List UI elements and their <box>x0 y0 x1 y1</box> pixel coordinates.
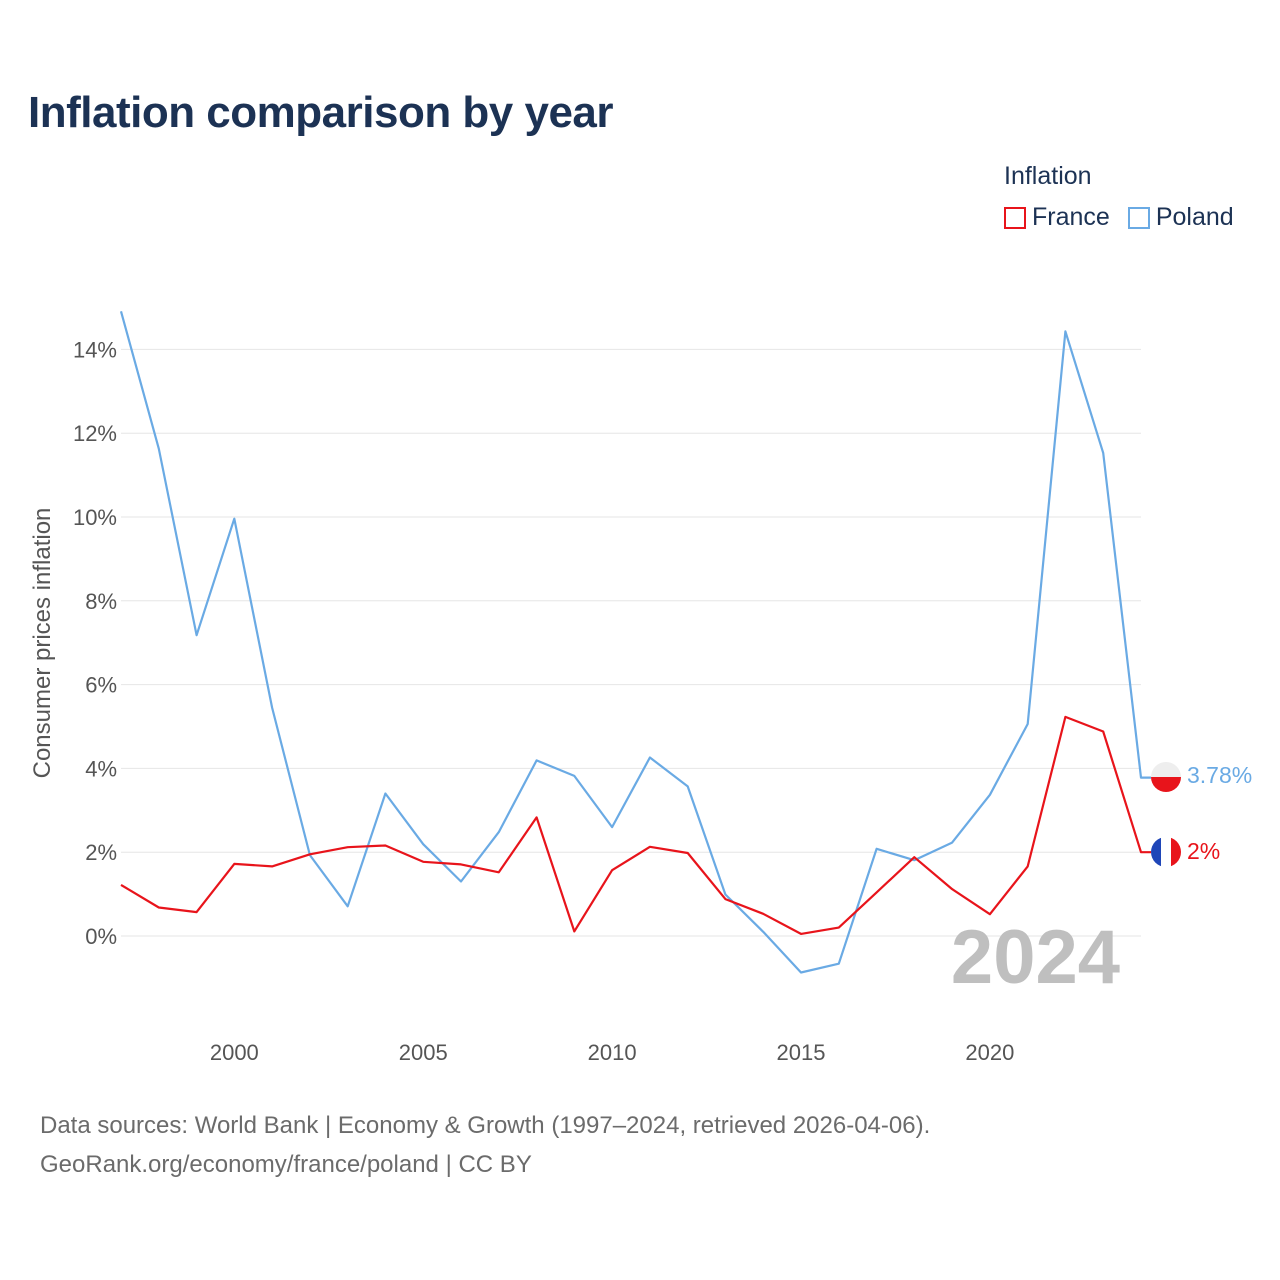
sources-line-2[interactable]: GeoRank.org/economy/france/poland | CC B… <box>40 1151 532 1178</box>
france-flag-icon <box>1151 837 1181 867</box>
y-tick-label: 10% <box>73 505 117 530</box>
legend-item-poland[interactable]: Poland <box>1127 203 1234 232</box>
legend-label-poland: Poland <box>1155 203 1234 231</box>
end-label-poland: 3.78% <box>1187 762 1252 788</box>
y-tick-label: 2% <box>85 840 117 865</box>
legend-item-france[interactable]: France <box>1004 203 1110 232</box>
x-tick-label: 2015 <box>777 1040 826 1065</box>
series-line-france[interactable] <box>120 715 1151 936</box>
chart-title: Inflation comparison by year <box>28 88 614 137</box>
legend-label-france: France <box>1032 203 1110 231</box>
legend: Inflation France Poland <box>1004 162 1234 232</box>
x-tick-label: 2000 <box>210 1040 259 1065</box>
x-tick-label: 2005 <box>399 1040 448 1065</box>
end-label-france: 2% <box>1187 838 1220 864</box>
y-tick-label: 6% <box>85 673 117 698</box>
x-tick-label: 2010 <box>588 1040 637 1065</box>
x-tick-label: 2020 <box>965 1040 1014 1065</box>
y-tick-label: 4% <box>85 756 117 781</box>
y-tick-label: 12% <box>73 421 117 446</box>
legend-title: Inflation <box>1004 162 1092 190</box>
data-sources: Data sources: World Bank | Economy & Gro… <box>40 1106 930 1184</box>
y-tick-label: 8% <box>85 589 117 614</box>
y-tick-label: 0% <box>85 924 117 949</box>
poland-flag-icon <box>1151 762 1181 792</box>
year-watermark: 2024 <box>951 915 1120 1000</box>
sources-line-1: Data sources: World Bank | Economy & Gro… <box>40 1112 931 1139</box>
legend-swatch-france <box>1004 206 1026 229</box>
series-line-poland[interactable] <box>119 311 1151 974</box>
legend-swatch-poland <box>1127 206 1150 229</box>
y-tick-label: 14% <box>73 337 117 362</box>
y-axis-label: Consumer prices inflation <box>29 508 56 779</box>
